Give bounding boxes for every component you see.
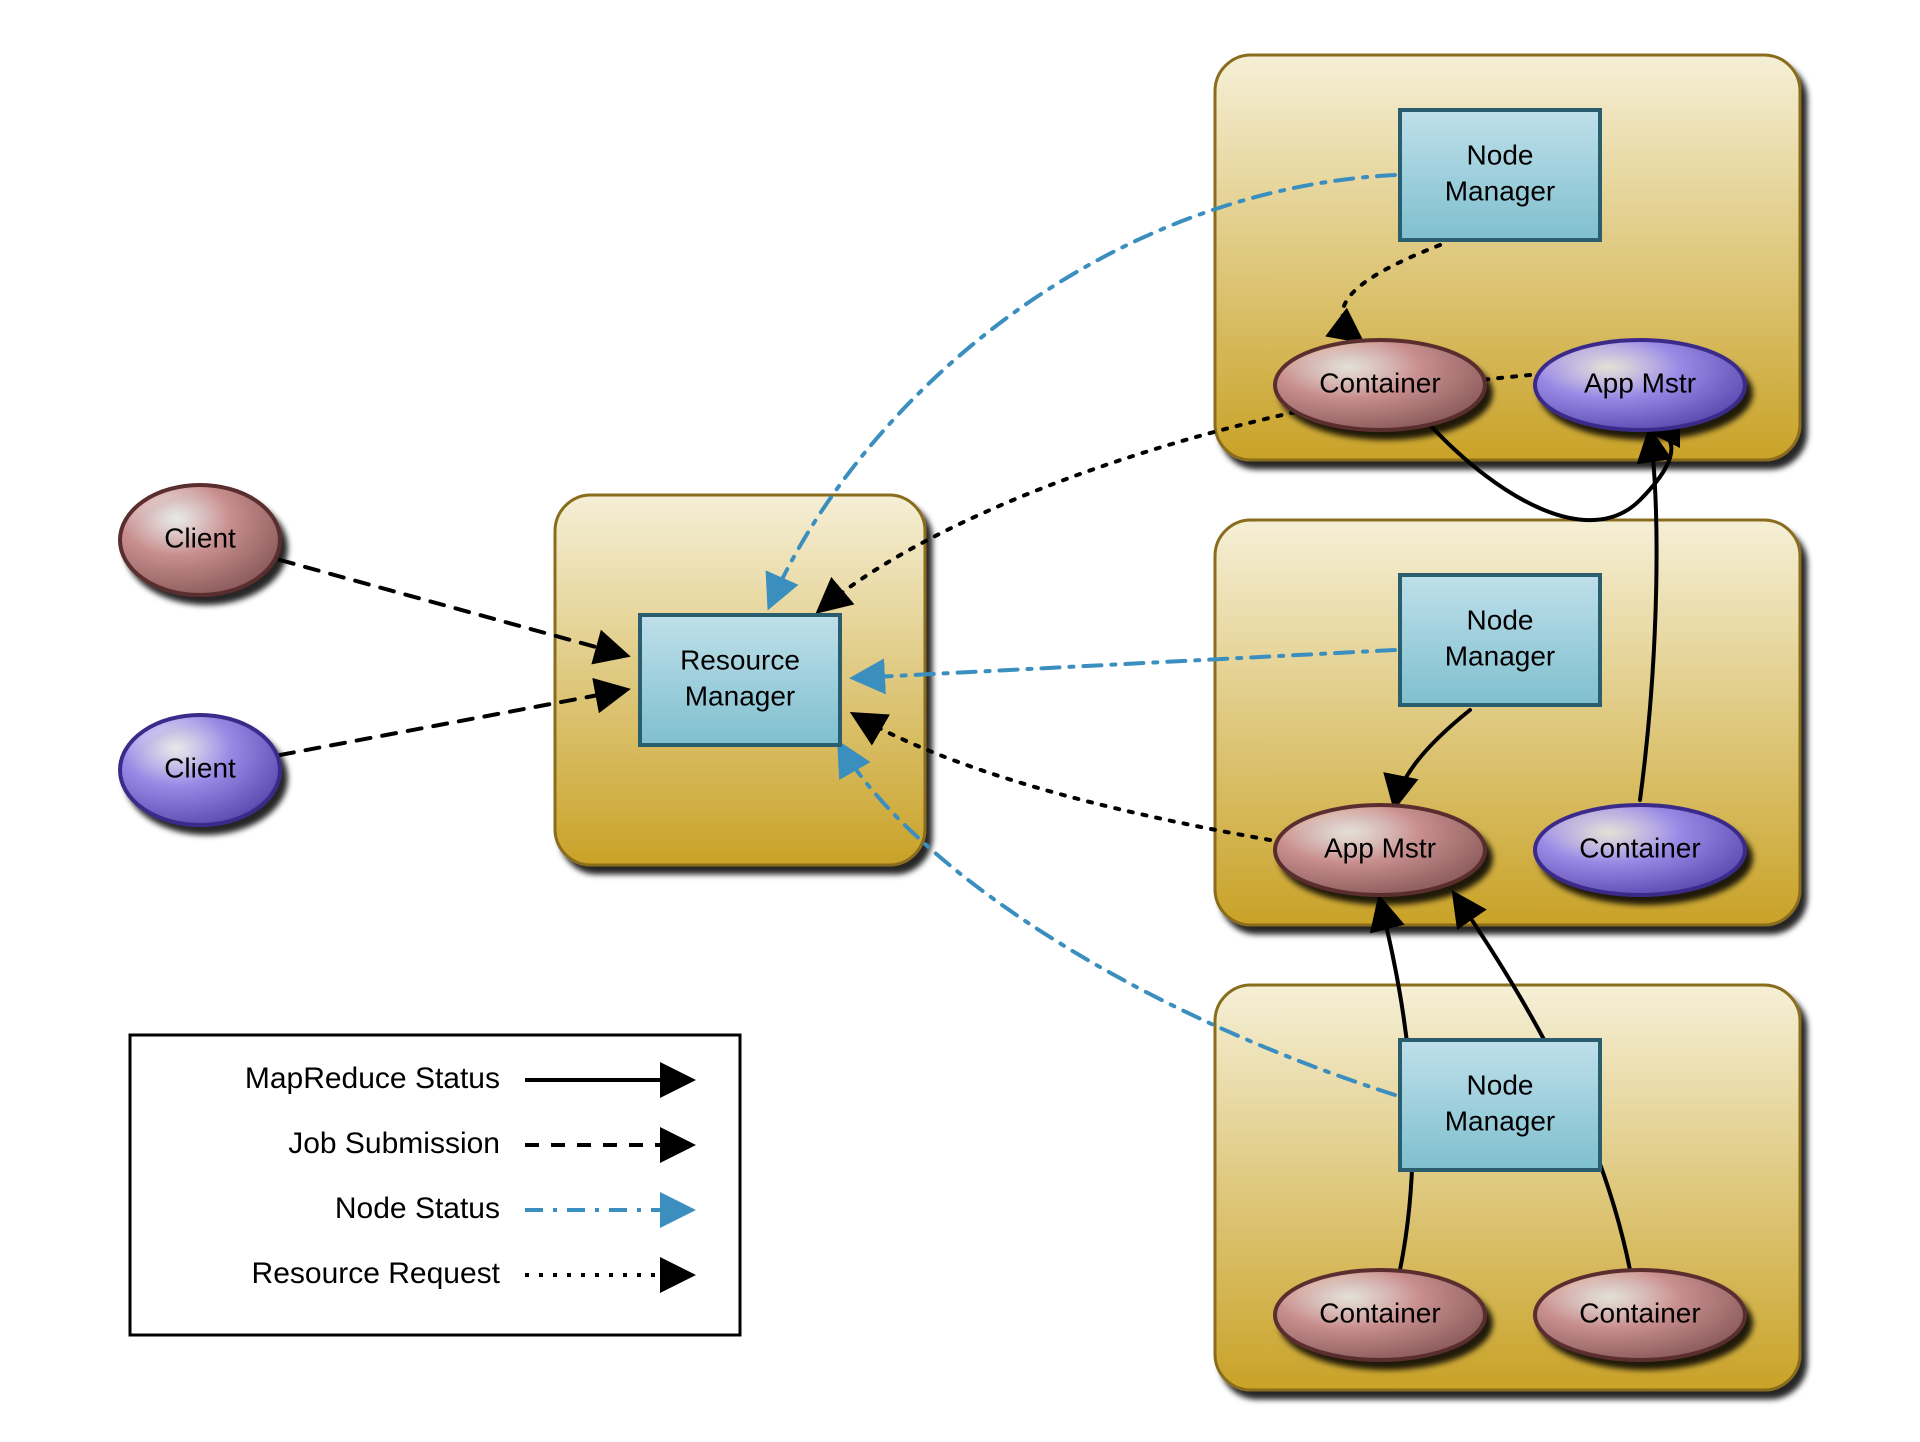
- legend-label-2: Node Status: [335, 1192, 500, 1225]
- nodeManager2-label2: Manager: [1445, 640, 1556, 671]
- container1a: Container: [1275, 340, 1485, 430]
- client1-label: Client: [164, 522, 236, 553]
- client2-label: Client: [164, 752, 236, 783]
- nodeManager3: Node Manager: [1400, 1040, 1600, 1170]
- resourceManager-label2: Manager: [685, 680, 796, 711]
- resourceManager-label1: Resource: [680, 644, 800, 675]
- container2: Container: [1535, 805, 1745, 895]
- nodeManager1: Node Manager: [1400, 110, 1600, 240]
- nodeManager2-label1: Node: [1467, 604, 1534, 635]
- container2-label: Container: [1579, 832, 1700, 863]
- client1: Client: [120, 485, 280, 595]
- container3b: Container: [1535, 1270, 1745, 1360]
- appMstr2: App Mstr: [1275, 805, 1485, 895]
- nodeManager2: Node Manager: [1400, 575, 1600, 705]
- client2: Client: [120, 715, 280, 825]
- appMstr2-label: App Mstr: [1324, 832, 1436, 863]
- container3b-label: Container: [1579, 1297, 1700, 1328]
- nodeManager3-label1: Node: [1467, 1069, 1534, 1100]
- container3a: Container: [1275, 1270, 1485, 1360]
- legend-label-1: Job Submission: [288, 1127, 500, 1160]
- container1a-label: Container: [1319, 367, 1440, 398]
- nodeManager1-label1: Node: [1467, 139, 1534, 170]
- appMstr1: App Mstr: [1535, 340, 1745, 430]
- nodeManager1-label2: Manager: [1445, 175, 1556, 206]
- legend-label-0: MapReduce Status: [245, 1062, 500, 1095]
- legend: MapReduce Status Job Submission Node Statu…: [130, 1035, 740, 1335]
- appMstr1-label: App Mstr: [1584, 367, 1696, 398]
- nodeManager3-label2: Manager: [1445, 1105, 1556, 1136]
- container3a-label: Container: [1319, 1297, 1440, 1328]
- resourceManager: Resource Manager: [640, 615, 840, 745]
- legend-label-3: Resource Request: [252, 1257, 501, 1290]
